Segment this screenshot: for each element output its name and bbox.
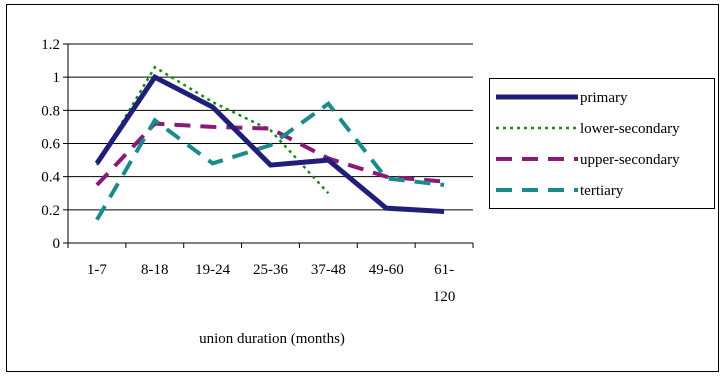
legend: primary lower-secondary upper-secondary ter… bbox=[489, 78, 715, 209]
x-tick-label: 8-18 bbox=[141, 262, 169, 278]
series-lines bbox=[94, 65, 445, 221]
series-line-tertiary bbox=[95, 100, 445, 221]
x-tick-label: 19-24 bbox=[195, 262, 230, 278]
tick-labels: 0 0.2 0.4 0.6 0.8 1 1.2 1-7 8-18 19-24 25-36 37-48 4… bbox=[41, 37, 455, 305]
y-tick-label: 1.2 bbox=[41, 37, 60, 53]
legend-items: primary lower-secondary upper-secondary ter… bbox=[496, 90, 680, 199]
y-tick-label: 0.2 bbox=[41, 203, 60, 219]
axes bbox=[63, 43, 474, 248]
series-line-primary bbox=[94, 73, 445, 214]
series-line-upper-secondary bbox=[95, 121, 445, 187]
y-tick-label: 0 bbox=[53, 236, 61, 252]
legend-label: upper-secondary bbox=[580, 152, 680, 168]
series-line-lower-secondary bbox=[95, 65, 330, 195]
x-tick-label: 1-7 bbox=[87, 262, 107, 278]
legend-label: primary bbox=[580, 90, 628, 106]
x-tick-label: 37-48 bbox=[311, 262, 346, 278]
x-tick-label: 25-36 bbox=[253, 262, 288, 278]
x-tick-label: 49-60 bbox=[369, 262, 404, 278]
y-tick-label: 1 bbox=[53, 70, 61, 86]
grid-lines bbox=[68, 43, 473, 211]
legend-label: lower-secondary bbox=[580, 121, 680, 137]
x-tick-label: 61- bbox=[434, 262, 454, 278]
y-tick-label: 0.8 bbox=[41, 103, 60, 119]
y-tick-label: 0.6 bbox=[41, 137, 60, 153]
legend-label: tertiary bbox=[580, 183, 624, 199]
y-tick-label: 0.4 bbox=[41, 170, 60, 186]
x-tick-label: 120 bbox=[433, 289, 456, 305]
x-axis-label: union duration (months) bbox=[199, 331, 345, 347]
